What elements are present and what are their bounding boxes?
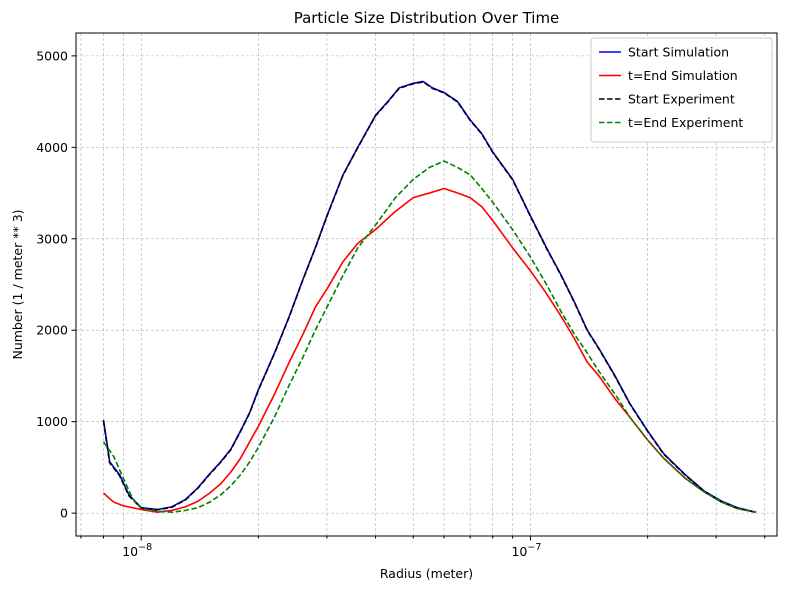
- y-tick-label: 1000: [36, 414, 68, 429]
- chart-title: Particle Size Distribution Over Time: [294, 9, 560, 27]
- legend-entry: Start Experiment: [628, 92, 735, 107]
- x-tick-label: 10−7: [511, 542, 541, 559]
- grid: [76, 33, 777, 536]
- y-tick-label: 4000: [36, 140, 68, 155]
- y-tick-label: 2000: [36, 323, 68, 338]
- series-line-2: [102, 187, 757, 514]
- x-tick-base: 10: [511, 544, 527, 559]
- x-tick-label: 10−8: [122, 542, 152, 559]
- x-tick-exponent: −8: [138, 542, 152, 553]
- plot-frame: [75, 32, 778, 537]
- y-axis-label: Number (1 / meter ** 3): [10, 209, 25, 359]
- y-tick-label: 5000: [36, 48, 68, 63]
- legend-entry: t=End Simulation: [628, 68, 738, 83]
- y-tick-label: 3000: [36, 231, 68, 246]
- x-tick-exponent: −7: [527, 542, 541, 553]
- series-line-3: [102, 81, 757, 514]
- series-line-4: [102, 160, 757, 514]
- legend-entry: t=End Experiment: [628, 115, 743, 130]
- y-tick-label: 0: [60, 506, 68, 521]
- legend-box: [590, 37, 773, 143]
- x-axis-label: Radius (meter): [380, 566, 473, 581]
- x-tick-base: 10: [122, 544, 138, 559]
- legend: Start Simulation t=End Simulation Start Ex…: [590, 37, 773, 143]
- legend-entry: Start Simulation: [628, 45, 729, 60]
- series-lines: [102, 80, 757, 514]
